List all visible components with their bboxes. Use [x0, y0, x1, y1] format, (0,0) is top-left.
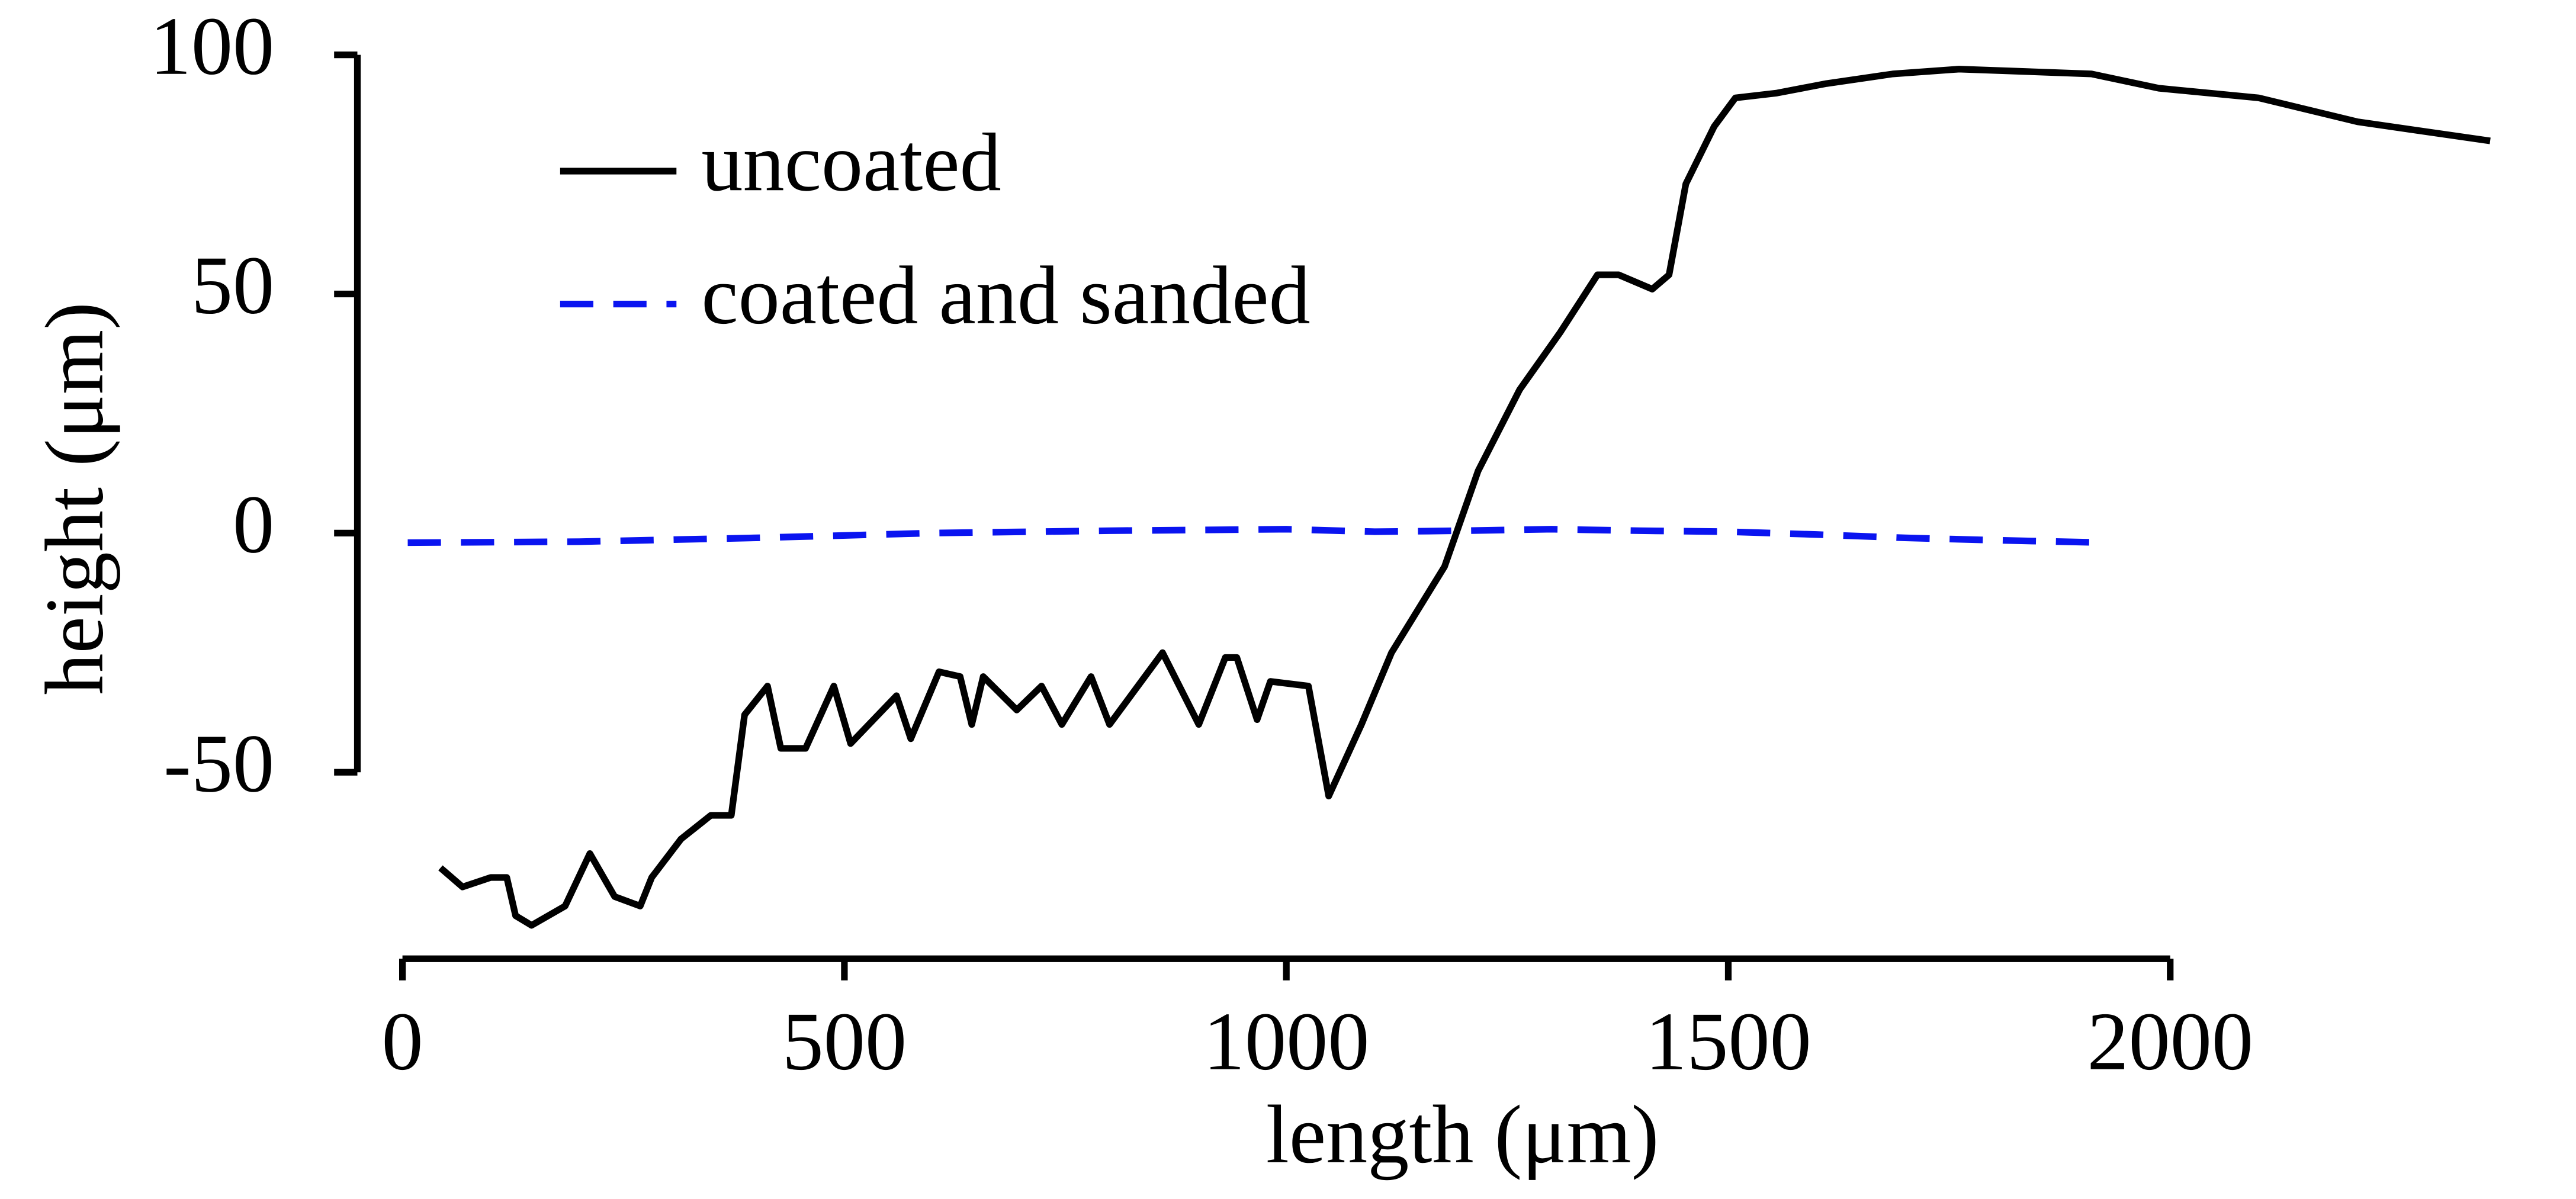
- x-tick-label: 0: [382, 996, 423, 1088]
- x-axis-label: length (μm): [1266, 1089, 1659, 1181]
- x-tick-label: 1000: [1203, 996, 1370, 1088]
- y-tick-label: 0: [233, 479, 274, 571]
- y-tick-label: -50: [163, 718, 274, 809]
- line-series: [438, 66, 2491, 929]
- legend-label: uncoated: [701, 117, 1001, 208]
- line-series: [407, 526, 2106, 547]
- x-tick-label: 1500: [1645, 996, 1811, 1088]
- legend-label: coated and sanded: [701, 250, 1310, 342]
- x-tick-label: 500: [782, 996, 907, 1088]
- y-tick-label: 50: [191, 240, 274, 332]
- y-axis-label: height (μm): [29, 302, 121, 695]
- x-tick-label: 2000: [2087, 996, 2253, 1088]
- y-tick-label: 100: [150, 1, 274, 92]
